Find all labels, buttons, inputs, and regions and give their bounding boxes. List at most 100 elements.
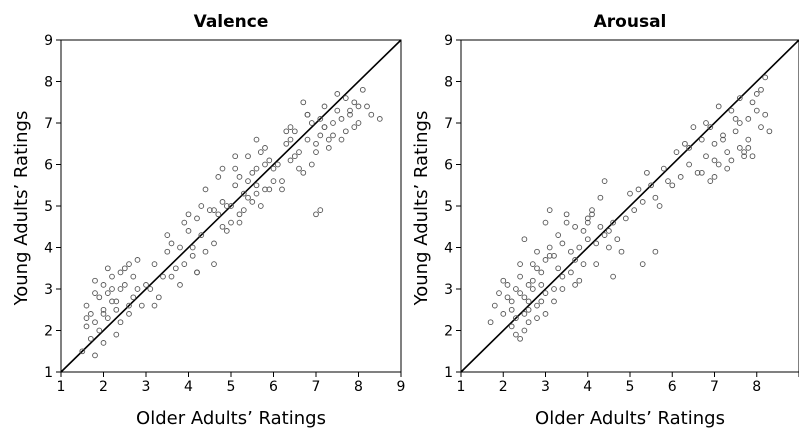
- data-point: [749, 99, 756, 106]
- x-axis-label: Older Adults’ Ratings: [535, 408, 725, 429]
- data-point: [500, 277, 507, 284]
- data-point: [211, 207, 217, 213]
- data-point: [732, 116, 739, 122]
- data-point: [79, 348, 86, 355]
- data-point: [270, 178, 277, 184]
- data-point: [660, 165, 667, 172]
- x-tick-label: 6: [668, 379, 677, 395]
- data-point: [300, 169, 307, 176]
- y-tick-label: 4: [444, 241, 453, 257]
- data-point: [656, 203, 663, 209]
- data-point: [266, 157, 273, 164]
- data-point: [572, 257, 578, 263]
- data-point: [496, 290, 502, 296]
- plot-frame: [60, 39, 402, 373]
- data-point: [513, 286, 519, 292]
- data-point: [83, 315, 90, 321]
- data-point: [232, 165, 239, 172]
- x-tick-label: 4: [583, 379, 592, 395]
- data-point: [538, 298, 545, 305]
- data-point: [347, 111, 353, 118]
- x-tick-label: 4: [184, 379, 193, 395]
- data-point: [92, 277, 98, 284]
- data-point: [130, 294, 137, 301]
- data-point: [87, 335, 94, 342]
- data-point: [96, 327, 103, 334]
- data-point: [194, 215, 200, 222]
- data-point: [262, 186, 268, 193]
- data-point: [334, 91, 341, 97]
- data-point: [673, 149, 680, 155]
- x-tick-label: 7: [312, 379, 321, 395]
- x-tick-label: 7: [710, 379, 719, 395]
- data-point: [321, 103, 328, 110]
- data-point: [121, 265, 128, 272]
- data-point: [338, 136, 345, 143]
- data-point: [720, 132, 726, 139]
- x-tick-label: 6: [269, 379, 278, 395]
- data-point: [546, 244, 553, 251]
- data-point: [296, 149, 302, 155]
- data-point: [236, 219, 243, 226]
- data-point: [160, 273, 166, 280]
- data-point: [758, 124, 764, 130]
- data-point: [568, 269, 574, 276]
- data-point: [325, 136, 332, 143]
- data-point: [164, 232, 171, 238]
- data-point: [711, 157, 718, 164]
- data-point: [639, 261, 646, 267]
- data-point: [223, 228, 230, 234]
- data-point: [287, 136, 294, 143]
- data-point: [262, 145, 268, 151]
- y-tick-label: 5: [44, 199, 53, 215]
- data-point: [580, 261, 587, 267]
- data-point: [559, 286, 566, 292]
- data-point: [749, 153, 756, 160]
- data-point: [593, 240, 600, 247]
- data-point: [177, 282, 183, 288]
- data-point: [104, 265, 111, 272]
- data-point: [576, 244, 583, 251]
- data-point: [368, 111, 375, 118]
- data-point: [266, 186, 273, 193]
- data-point: [736, 120, 743, 126]
- data-point: [525, 282, 532, 288]
- data-point: [245, 153, 251, 160]
- x-tick-label: 2: [99, 379, 108, 395]
- data-point: [109, 298, 115, 305]
- y-tick-label: 4: [44, 241, 53, 257]
- data-point: [104, 315, 111, 321]
- data-point: [211, 261, 217, 267]
- data-point: [168, 273, 175, 280]
- y-tick-label: 8: [44, 75, 53, 91]
- data-point: [652, 248, 659, 255]
- data-points: [487, 74, 773, 342]
- data-point: [529, 261, 536, 267]
- data-point: [359, 86, 366, 93]
- data-point: [703, 153, 709, 160]
- x-tick-label: 5: [227, 379, 236, 395]
- data-point: [245, 194, 251, 201]
- chart-title: Valence: [194, 12, 269, 32]
- data-point: [279, 186, 285, 193]
- data-point: [126, 261, 132, 267]
- data-point: [724, 149, 731, 155]
- data-point: [724, 165, 731, 172]
- data-point: [610, 219, 616, 226]
- x-tick-label: 5: [626, 379, 635, 395]
- tick-labels: 1 2 3 4 5 6 7 8 9 1 2 3 4 5 6 7 8 9: [44, 33, 405, 395]
- data-point: [117, 319, 124, 326]
- data-point: [534, 315, 540, 321]
- data-point: [83, 302, 90, 309]
- data-point: [517, 273, 523, 280]
- data-point: [677, 174, 684, 180]
- data-point: [686, 161, 692, 168]
- data-point: [96, 294, 103, 301]
- data-point: [232, 182, 239, 189]
- data-point: [529, 277, 536, 284]
- data-point: [720, 136, 726, 143]
- data-point: [648, 182, 654, 189]
- data-point: [542, 290, 549, 296]
- data-point: [589, 207, 595, 213]
- data-point: [185, 228, 192, 234]
